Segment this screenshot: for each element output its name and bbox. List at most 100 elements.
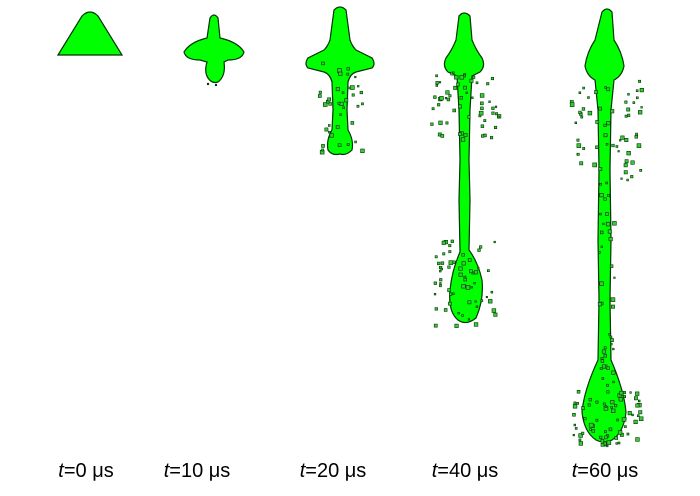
jet-fragment — [595, 418, 599, 422]
jet-fragment — [626, 151, 631, 156]
jet-fragment — [339, 113, 342, 116]
jet-fragment — [350, 85, 355, 90]
jet-fragment — [475, 81, 479, 85]
jet-fragment — [603, 346, 607, 350]
jet-fragment — [598, 167, 603, 171]
jet-fragment — [493, 312, 498, 317]
label-t0-variable: t — [58, 460, 64, 482]
jet-fragment — [443, 308, 448, 312]
jet-fragment — [591, 429, 596, 433]
jet-fragment — [491, 308, 497, 313]
jet-fragment — [603, 123, 607, 127]
jet-fragment — [576, 402, 579, 405]
jet-fragment — [632, 101, 636, 104]
jet-fragment — [328, 102, 332, 106]
jet-fragment — [608, 333, 611, 336]
jet-fragment — [638, 410, 643, 415]
jet-fragment — [638, 416, 644, 421]
jet-fragment — [488, 100, 491, 103]
jet-fragment — [604, 435, 608, 440]
jet-fragment — [490, 290, 494, 294]
jet-fragment — [489, 136, 494, 140]
jet-fragment — [615, 145, 619, 148]
jet-fragment — [439, 284, 442, 288]
jet-fragment — [452, 71, 455, 74]
jet-fragment — [607, 194, 610, 197]
jet-t40 — [443, 12, 485, 324]
jet-fragment — [338, 71, 343, 76]
jet-fragment — [618, 397, 623, 402]
cone-liner — [56, 11, 124, 56]
jet-fragment — [439, 282, 442, 285]
jet-fragment — [630, 175, 634, 179]
jet-fragment — [438, 120, 443, 125]
jet-fragment — [324, 127, 329, 132]
jet-fragment — [439, 96, 444, 101]
jet-fragment — [636, 414, 640, 417]
jet-fragment — [433, 281, 437, 285]
jet-fragment — [434, 307, 438, 311]
jet-fragment — [595, 400, 599, 404]
jet-fragment — [640, 106, 643, 109]
jet-fragment — [357, 85, 360, 88]
jet-fragment — [446, 97, 451, 102]
jet-fragment — [605, 143, 609, 146]
jet-fragment — [454, 75, 459, 80]
jet-fragment — [480, 106, 484, 111]
jet-fragment — [339, 101, 344, 106]
jet-fragment — [494, 105, 498, 108]
jet-fragment — [635, 89, 639, 92]
jet-fragment — [350, 121, 355, 125]
jet-fragment — [626, 107, 631, 112]
jet-fragment — [576, 143, 582, 148]
jet-fragment — [472, 75, 476, 79]
jet-fragment — [606, 444, 609, 448]
jet-fragment — [493, 240, 496, 244]
jet-fragment — [611, 143, 615, 148]
jet-fragment — [588, 397, 593, 402]
jet-fragment — [639, 169, 643, 172]
jet-fragment — [497, 115, 500, 119]
jet-fragment — [610, 342, 613, 346]
jet-fragment — [576, 389, 581, 394]
jet-fragment — [467, 300, 472, 305]
jet-fragment — [606, 390, 610, 394]
jet-fragment — [479, 93, 485, 98]
jet-fragment — [608, 237, 613, 242]
jet-fragment — [606, 383, 609, 387]
label-t40: t=40 μs — [432, 460, 499, 483]
label-t10-value: =10 μs — [169, 460, 231, 482]
jet-fragment — [588, 422, 594, 428]
jet-fragment — [457, 311, 460, 315]
jet-fragment — [321, 61, 325, 66]
jet-fragment — [605, 221, 611, 227]
jet-fragment — [602, 402, 606, 406]
jet-fragment — [463, 133, 468, 137]
jet-fragment — [609, 338, 614, 343]
jet-fragment — [440, 267, 443, 271]
jet-fragment — [573, 423, 577, 427]
jet-fragment — [576, 152, 580, 156]
jet-fragment — [442, 252, 446, 256]
jet-fragment — [594, 90, 599, 95]
frame-t40-shape — [430, 12, 502, 328]
jet-fragment — [437, 261, 441, 266]
fragments-t20 — [317, 61, 365, 155]
fragments-t60 — [569, 79, 644, 448]
jet-fragment — [614, 436, 619, 440]
jet-fragment — [606, 121, 611, 126]
jet-fragment — [599, 435, 603, 440]
jet-fragment — [452, 108, 456, 113]
label-t40-variable: t — [431, 460, 438, 482]
jet-fragment — [463, 85, 467, 90]
jet-fragment — [635, 391, 640, 396]
label-t60-variable: t — [571, 460, 578, 482]
jet-fragment — [604, 405, 608, 408]
jet-fragment — [623, 163, 628, 168]
jet-fragment — [467, 258, 472, 262]
jet-fragment — [581, 107, 586, 111]
jet-t60 — [581, 8, 627, 443]
jet-fragment — [456, 82, 460, 87]
jet-fragment — [589, 428, 592, 431]
jet-fragment — [471, 96, 474, 99]
